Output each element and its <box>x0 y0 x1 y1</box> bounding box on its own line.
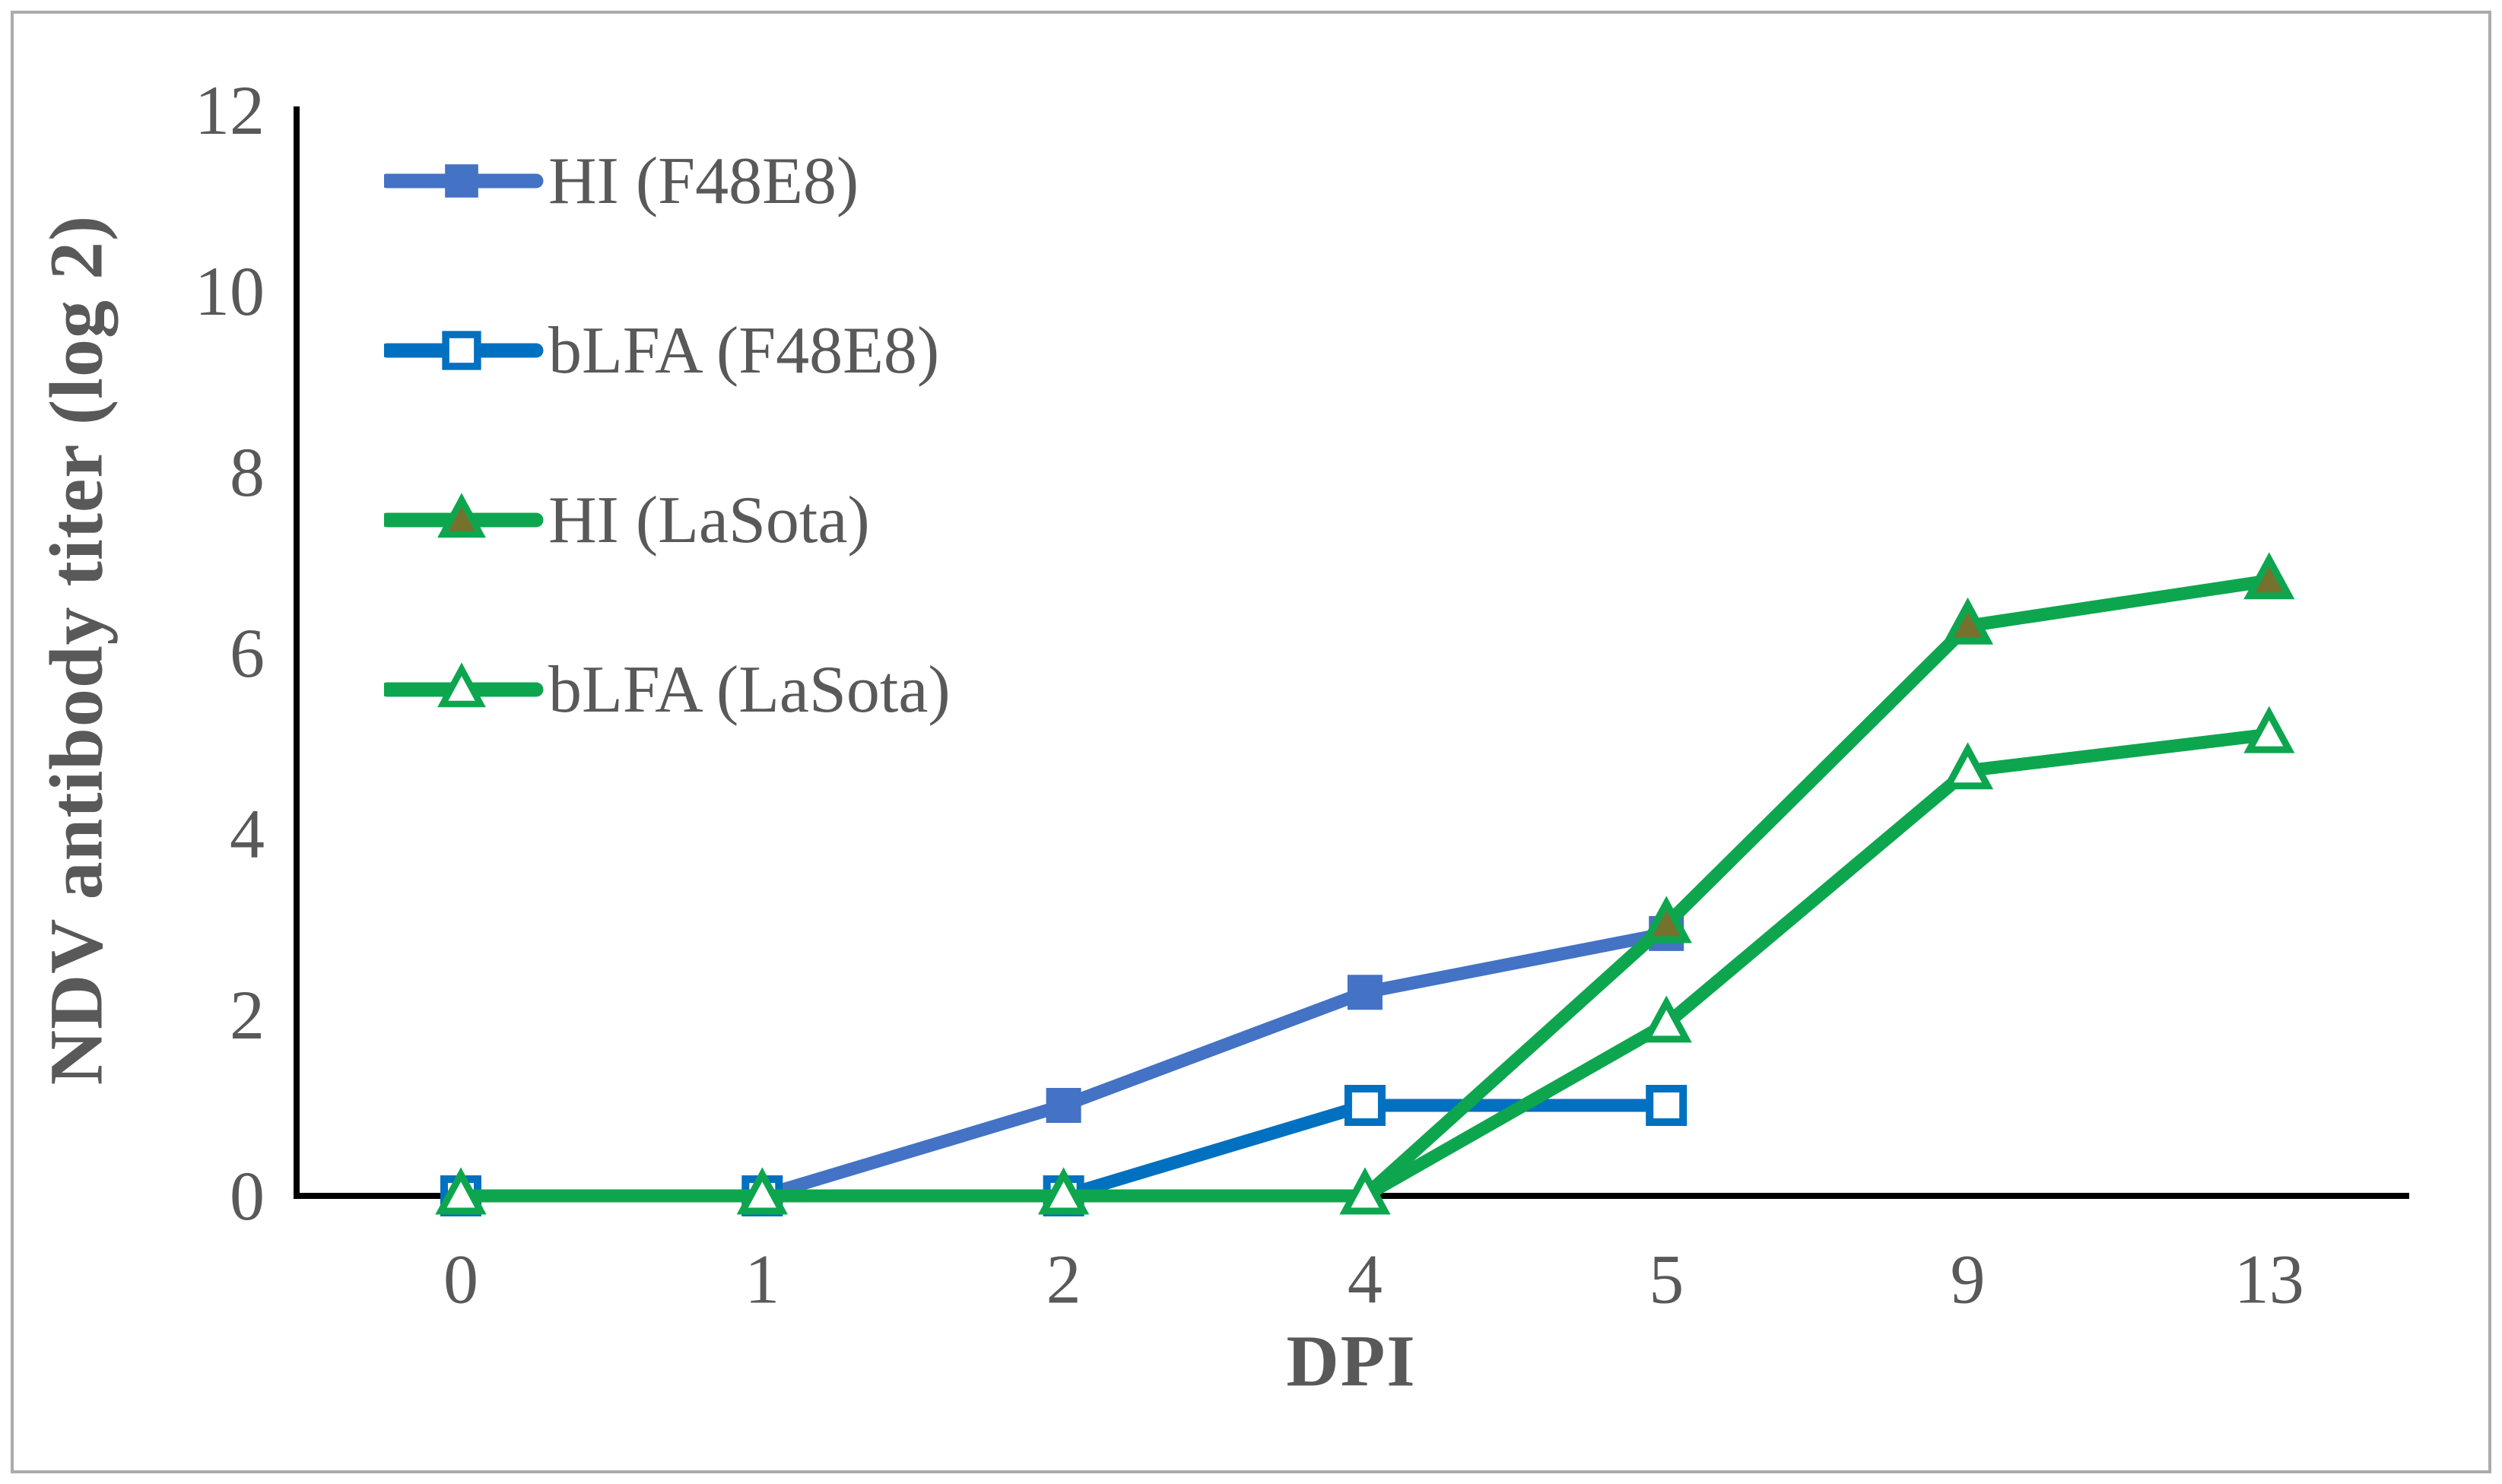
legend-item-blfa-lasota: bLFA (LaSota) <box>384 648 951 731</box>
svg-text:4: 4 <box>1348 1241 1383 1318</box>
legend-swatch-open-square-icon <box>384 331 544 370</box>
svg-text:0: 0 <box>230 1157 265 1235</box>
svg-text:9: 9 <box>1951 1241 1986 1318</box>
svg-text:4: 4 <box>230 795 265 873</box>
svg-text:6: 6 <box>230 614 265 692</box>
legend-swatch-open-triangle-icon <box>384 662 544 708</box>
legend-label: HI (F48E8) <box>548 144 859 218</box>
svg-text:1: 1 <box>745 1241 779 1318</box>
svg-text:2: 2 <box>1046 1241 1081 1318</box>
svg-text:13: 13 <box>2234 1241 2304 1318</box>
svg-text:0: 0 <box>443 1241 478 1318</box>
legend-swatch-filled-triangle-icon <box>384 493 544 538</box>
legend-item-hi-lasota: HI (LaSota) <box>384 478 870 562</box>
x-axis-title: DPI <box>1286 1320 1417 1402</box>
svg-text:10: 10 <box>195 252 265 330</box>
figure-border <box>11 11 2491 1473</box>
svg-text:5: 5 <box>1649 1241 1684 1318</box>
legend-swatch-filled-square-icon <box>384 164 544 198</box>
legend-label: HI (LaSota) <box>548 483 870 557</box>
svg-text:8: 8 <box>230 433 265 511</box>
svg-text:2: 2 <box>230 976 265 1054</box>
legend-item-hi-f48e8: HI (F48E8) <box>384 139 859 223</box>
chart-legend: HI (F48E8) bLFA (F48E8) HI (LaSota) bLFA… <box>0 0 951 727</box>
svg-text:12: 12 <box>195 71 265 149</box>
legend-label: bLFA (LaSota) <box>548 652 951 727</box>
y-axis-title: NDV antibody titer (log 2) <box>33 214 119 1086</box>
legend-item-blfa-f48e8: bLFA (F48E8) <box>384 309 939 392</box>
legend-label: bLFA (F48E8) <box>548 313 940 388</box>
